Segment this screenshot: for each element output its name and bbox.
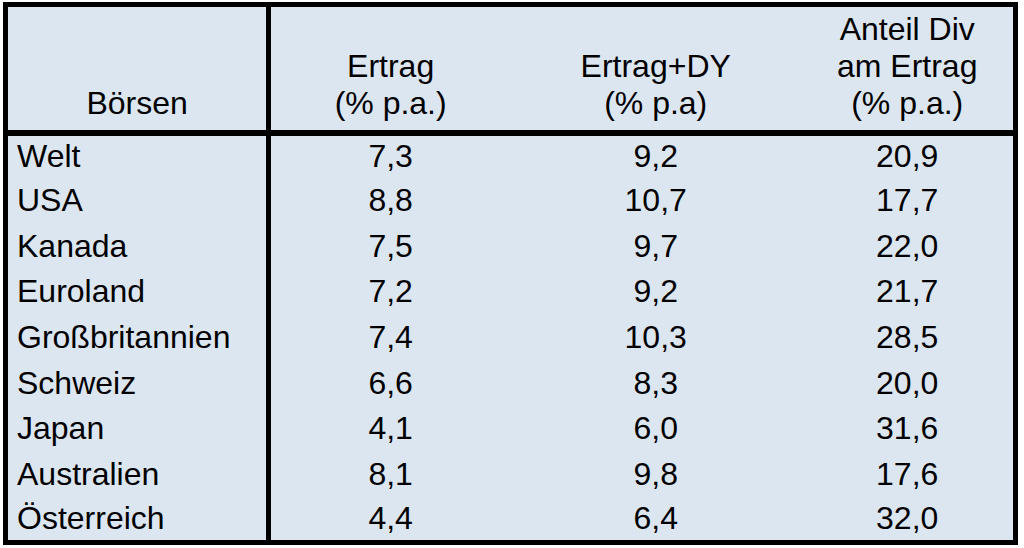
- cell-ertrag-dy: 9,2: [510, 269, 801, 315]
- column-header-unit: (% p.a.): [271, 85, 510, 122]
- table-header: Börsen Ertrag (% p.a.) Ertrag+DY (% p.a)…: [6, 5, 1016, 133]
- returns-table: Börsen Ertrag (% p.a.) Ertrag+DY (% p.a)…: [3, 2, 1018, 545]
- column-header-ertrag-dy: Ertrag+DY (% p.a): [510, 5, 801, 133]
- cell-ertrag: 7,3: [269, 133, 510, 179]
- column-header-label: am Ertrag: [801, 48, 1013, 85]
- cell-ertrag-dy: 6,0: [510, 406, 801, 452]
- cell-boerse: Welt: [6, 133, 269, 179]
- column-header-label: Börsen: [8, 85, 266, 122]
- cell-ertrag-dy: 10,7: [510, 178, 801, 224]
- cell-ertrag-dy: 9,2: [510, 133, 801, 179]
- cell-boerse: Großbritannien: [6, 315, 269, 361]
- cell-ertrag-dy: 9,8: [510, 451, 801, 497]
- cell-ertrag-dy: 8,3: [510, 360, 801, 406]
- cell-anteil-div: 20,0: [801, 360, 1015, 406]
- table-row: Australien 8,1 9,8 17,6: [6, 451, 1016, 497]
- column-header-label: Anteil Div: [801, 11, 1013, 48]
- cell-ertrag: 8,8: [269, 178, 510, 224]
- table-row: Schweiz 6,6 8,3 20,0: [6, 360, 1016, 406]
- cell-anteil-div: 28,5: [801, 315, 1015, 361]
- cell-anteil-div: 31,6: [801, 406, 1015, 452]
- cell-ertrag-dy: 6,4: [510, 497, 801, 543]
- column-header-unit: (% p.a): [510, 85, 801, 122]
- column-header-label: Ertrag+DY: [510, 48, 801, 85]
- cell-anteil-div: 22,0: [801, 224, 1015, 270]
- table-body: Welt 7,3 9,2 20,9 USA 8,8 10,7 17,7 Kana…: [6, 133, 1016, 543]
- cell-boerse: Japan: [6, 406, 269, 452]
- cell-boerse: Österreich: [6, 497, 269, 543]
- cell-ertrag: 4,4: [269, 497, 510, 543]
- cell-anteil-div: 21,7: [801, 269, 1015, 315]
- column-header-unit: (% p.a.): [801, 85, 1013, 122]
- cell-ertrag: 7,2: [269, 269, 510, 315]
- header-row: Börsen Ertrag (% p.a.) Ertrag+DY (% p.a)…: [6, 5, 1016, 133]
- cell-ertrag-dy: 10,3: [510, 315, 801, 361]
- cell-anteil-div: 17,7: [801, 178, 1015, 224]
- cell-ertrag: 8,1: [269, 451, 510, 497]
- table-row: Großbritannien 7,4 10,3 28,5: [6, 315, 1016, 361]
- column-header-label: Ertrag: [271, 48, 510, 85]
- cell-anteil-div: 20,9: [801, 133, 1015, 179]
- cell-boerse: Kanada: [6, 224, 269, 270]
- cell-anteil-div: 17,6: [801, 451, 1015, 497]
- table-row: Kanada 7,5 9,7 22,0: [6, 224, 1016, 270]
- table-row: Japan 4,1 6,0 31,6: [6, 406, 1016, 452]
- column-header-anteil-div: Anteil Div am Ertrag (% p.a.): [801, 5, 1015, 133]
- cell-boerse: USA: [6, 178, 269, 224]
- table-row: Welt 7,3 9,2 20,9: [6, 133, 1016, 179]
- table-row: USA 8,8 10,7 17,7: [6, 178, 1016, 224]
- cell-ertrag: 4,1: [269, 406, 510, 452]
- column-header-ertrag: Ertrag (% p.a.): [269, 5, 510, 133]
- cell-boerse: Australien: [6, 451, 269, 497]
- column-header-boersen: Börsen: [6, 5, 269, 133]
- cell-boerse: Euroland: [6, 269, 269, 315]
- cell-anteil-div: 32,0: [801, 497, 1015, 543]
- cell-ertrag-dy: 9,7: [510, 224, 801, 270]
- cell-ertrag: 7,4: [269, 315, 510, 361]
- cell-ertrag: 7,5: [269, 224, 510, 270]
- table-row: Österreich 4,4 6,4 32,0: [6, 497, 1016, 543]
- cell-boerse: Schweiz: [6, 360, 269, 406]
- table-row: Euroland 7,2 9,2 21,7: [6, 269, 1016, 315]
- cell-ertrag: 6,6: [269, 360, 510, 406]
